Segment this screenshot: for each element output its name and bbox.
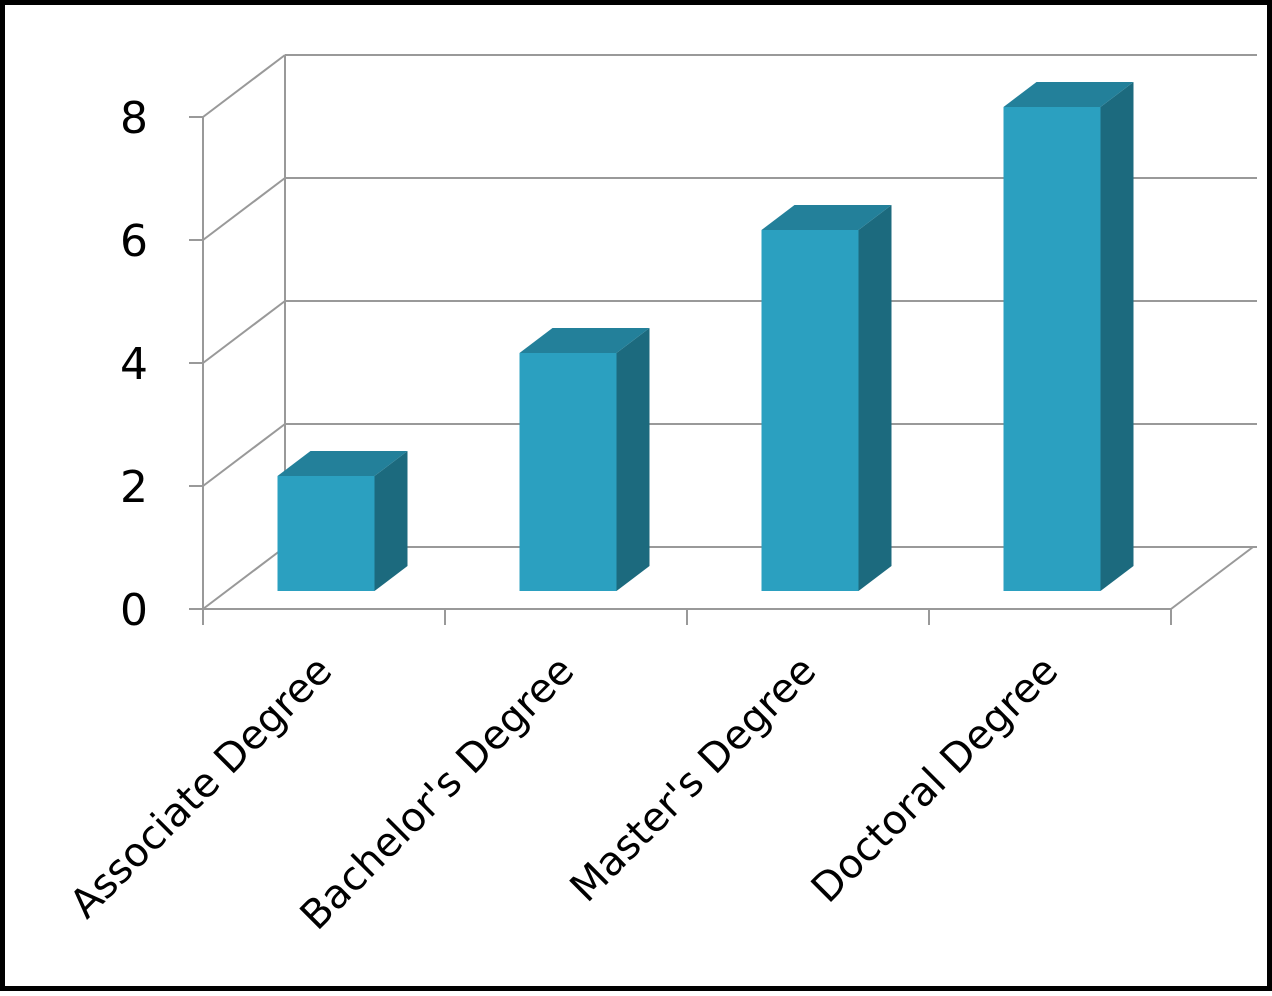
bar-side (1100, 82, 1134, 591)
axes (189, 55, 1254, 625)
bars (277, 82, 1134, 591)
bar-front (519, 353, 617, 591)
bar-top (519, 328, 650, 353)
bar (277, 451, 408, 591)
gridline-depth (202, 177, 286, 241)
bar-front (761, 230, 859, 591)
bar (761, 205, 892, 591)
y-tick-label: 6 (120, 216, 148, 267)
x-tick-label: Associate Degree (61, 648, 341, 928)
gridline-depth (202, 54, 286, 118)
gridline-depth (202, 546, 286, 610)
x-tick-label: Master's Degree (561, 648, 825, 912)
y-tick-label: 2 (120, 462, 148, 513)
x-tick-label: Doctoral Degree (803, 648, 1067, 912)
bar-top (761, 205, 892, 230)
bar (1003, 82, 1134, 591)
y-tick-labels: 0 2 4 6 8 (120, 93, 148, 636)
y-tick-label: 4 (120, 339, 148, 390)
floor-right-edge (1170, 546, 1254, 610)
x-tick-label: Bachelor's Degree (292, 648, 583, 939)
bar-top (1003, 82, 1134, 107)
y-tick-label: 8 (120, 93, 148, 144)
bar-side (374, 451, 408, 591)
bar-front (277, 476, 375, 591)
bar-side (858, 205, 892, 591)
bar-side (616, 328, 650, 591)
bar-front (1003, 107, 1101, 591)
y-tick-label: 0 (120, 585, 148, 636)
bar-top (277, 451, 408, 476)
gridline-depth (202, 300, 286, 364)
gridline-depth (202, 423, 286, 487)
bar (519, 328, 650, 591)
